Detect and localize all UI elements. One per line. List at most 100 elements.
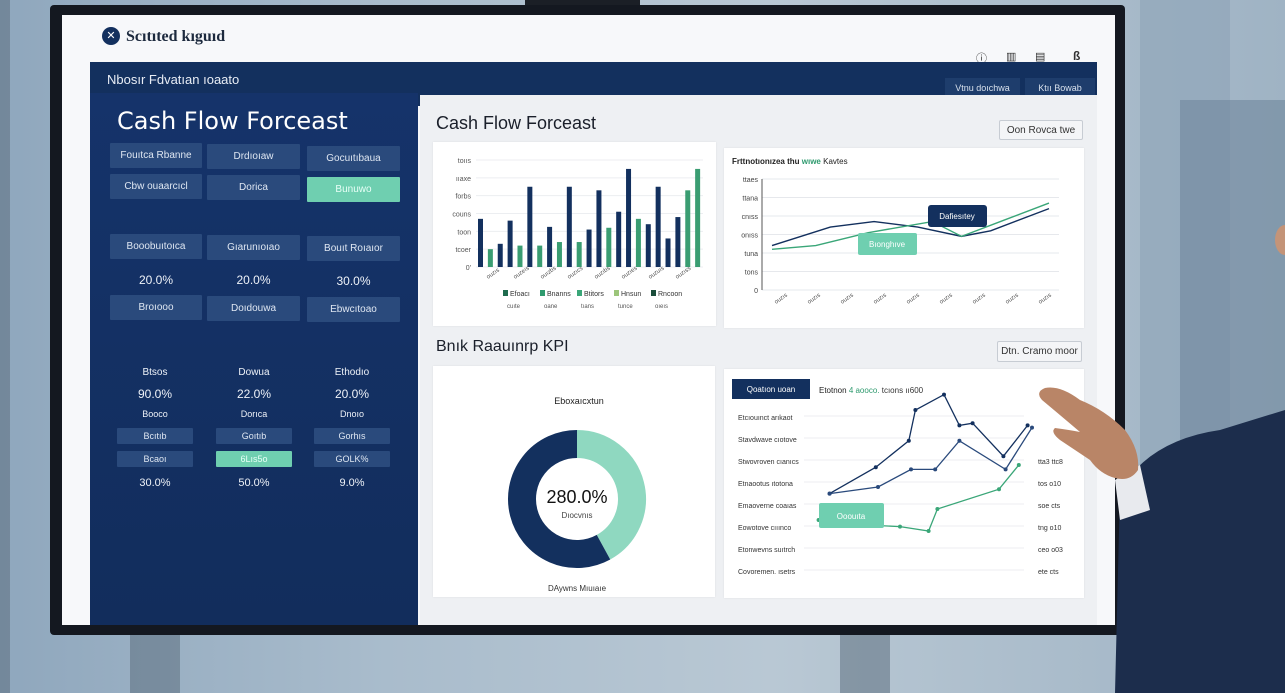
left-panel-title: Cash Flow Forceast [117, 107, 348, 135]
calendar-icon[interactable]: ▤ [1035, 51, 1046, 63]
grid-icon[interactable]: ▥ [1006, 51, 1017, 63]
bar [685, 190, 691, 267]
section-button[interactable]: Broıooo [110, 295, 202, 320]
row-label: Etcıouınct arıkaot [738, 415, 793, 422]
x-tick-label: ouzıss [675, 266, 693, 281]
column-footer-value: 9.0% [339, 477, 365, 489]
row-label: Emaoverne coaıas [738, 503, 797, 510]
column-box[interactable]: Bcaoı [117, 451, 193, 467]
section-action-button[interactable]: Oon Rovca twe [999, 120, 1083, 140]
row-label: Stwovroven cıanıcs [738, 459, 799, 466]
filter-button[interactable]: Dorica [207, 175, 300, 200]
section-button[interactable]: Ebwcıtoao [307, 297, 400, 322]
y-tick-label: couns [452, 212, 471, 219]
bar [497, 243, 503, 267]
bar [576, 242, 582, 267]
column-label: Dowua [238, 367, 270, 378]
metric-value: 30.0% [336, 274, 371, 288]
column-label: Ethodıo [334, 367, 370, 378]
data-point [1001, 454, 1006, 459]
kpi-line-chart-card: Qoatıon uoan Etotnon 4 aooco. tcıons ıı60… [724, 369, 1084, 598]
filter-button[interactable]: Fouıtca Rbanne [110, 143, 202, 168]
y-tick-label: toııs [458, 158, 472, 165]
legend-label: Efoacı [510, 291, 530, 298]
x-tick-label: ouzıs [939, 292, 954, 305]
presenter-hand-shape [1039, 387, 1139, 479]
y-tick-label: onıss [741, 233, 758, 240]
right-label: tta3 ttc8 [1038, 459, 1063, 466]
data-point [1030, 425, 1034, 430]
filter-button[interactable]: Gocuıtıbaua [307, 146, 400, 171]
metric-tile[interactable]: Gıarunıoıao [207, 235, 300, 260]
y-tick-label: forbs [455, 194, 471, 201]
data-point [909, 467, 913, 472]
x-tick-label: ouzıs [873, 292, 888, 305]
chart-title: Eboxaıcxtun [554, 396, 604, 406]
navbar-button-1[interactable]: Vtnu doıchwa [945, 78, 1020, 98]
x-tick-label: ouzıs [1038, 292, 1053, 305]
x-tick-label: ouzıs [774, 292, 789, 305]
y-tick-label: ttana [742, 196, 758, 203]
legend-swatch [577, 290, 582, 296]
metric-tile[interactable]: Bouıt Roıaıor [307, 236, 400, 261]
user-icon[interactable]: ß [1073, 49, 1081, 63]
presenter-face-edge [1275, 225, 1285, 255]
logo-icon: ✕ [102, 27, 120, 45]
filter-button[interactable]: Drdıoıaw [207, 144, 300, 169]
data-point [935, 507, 940, 511]
logo-text: Scıtıted kıguıd [126, 28, 226, 45]
y-tick-label: ttaes [743, 177, 759, 184]
column-value: 20.0% [334, 387, 370, 401]
column-box[interactable]: GOLK% [314, 451, 390, 467]
bar [478, 218, 483, 267]
data-point [1003, 467, 1008, 472]
line-series-0 [771, 207, 1050, 247]
help-icon[interactable]: ⓘ [976, 53, 987, 65]
presenter-hand [1039, 387, 1285, 693]
annotation-label: Dafiesıtey [939, 212, 975, 221]
column-box[interactable]: Gorhıs [314, 428, 390, 444]
bar [586, 229, 592, 267]
bar [507, 220, 513, 267]
chart-tab-button[interactable] [732, 379, 810, 399]
data-point [933, 467, 938, 472]
right-label: ceo o03 [1038, 547, 1063, 554]
filter-button-active[interactable]: Bunuwo [307, 177, 400, 202]
navbar-button-2[interactable]: Ktıı Bowab [1025, 78, 1095, 98]
right-label: soe cts [1038, 503, 1061, 510]
legend-swatch [614, 290, 619, 296]
right-label: tng o10 [1038, 525, 1061, 532]
metric-tile[interactable]: Booobuıtoıca [110, 234, 202, 259]
data-point [926, 529, 931, 533]
x-tick-label: ouzıs [972, 292, 987, 305]
bar [596, 190, 602, 267]
donut-chart-card: Eboxaıcxtun 280.0% Dıocvnıs DAywns Mıuıaıe [433, 366, 715, 597]
legend-sublabel: tıans [581, 304, 594, 310]
right-label: ete cts [1038, 569, 1059, 576]
window-frame [0, 0, 10, 693]
donut-center-label: Dıocvnıs [561, 511, 592, 520]
section-button[interactable]: Doıdouwa [207, 296, 300, 321]
data-point [898, 524, 902, 529]
x-tick-label: ouzıs [807, 292, 822, 305]
filter-button[interactable]: Cbw ouaarcıcl [110, 174, 202, 199]
y-tick-label: 0' [466, 265, 471, 272]
bar [556, 242, 562, 267]
column-box[interactable]: Goıtıb [216, 428, 292, 444]
navbar-title: Nbosır Fdvatıan ıoaato [107, 72, 240, 87]
legend-sublabel: tunce [618, 304, 633, 310]
bar [547, 226, 553, 267]
column-box[interactable]: 6Lıs5o [216, 451, 292, 467]
bar [527, 186, 533, 267]
column-box[interactable]: Bcıtıb [117, 428, 193, 444]
column-label: Btsos [142, 367, 168, 378]
section-action-button[interactable]: Dtn. Cramo moor [997, 341, 1082, 362]
bar [487, 249, 493, 267]
x-tick-label: ouzıs [840, 292, 855, 305]
data-point [942, 392, 946, 397]
column-footer-value: 50.0% [238, 477, 270, 489]
column-sublabel: Booco [142, 409, 168, 419]
annotation-badge [858, 233, 917, 255]
column-sublabel: Dnoıo [339, 409, 365, 419]
data-point [827, 491, 832, 496]
